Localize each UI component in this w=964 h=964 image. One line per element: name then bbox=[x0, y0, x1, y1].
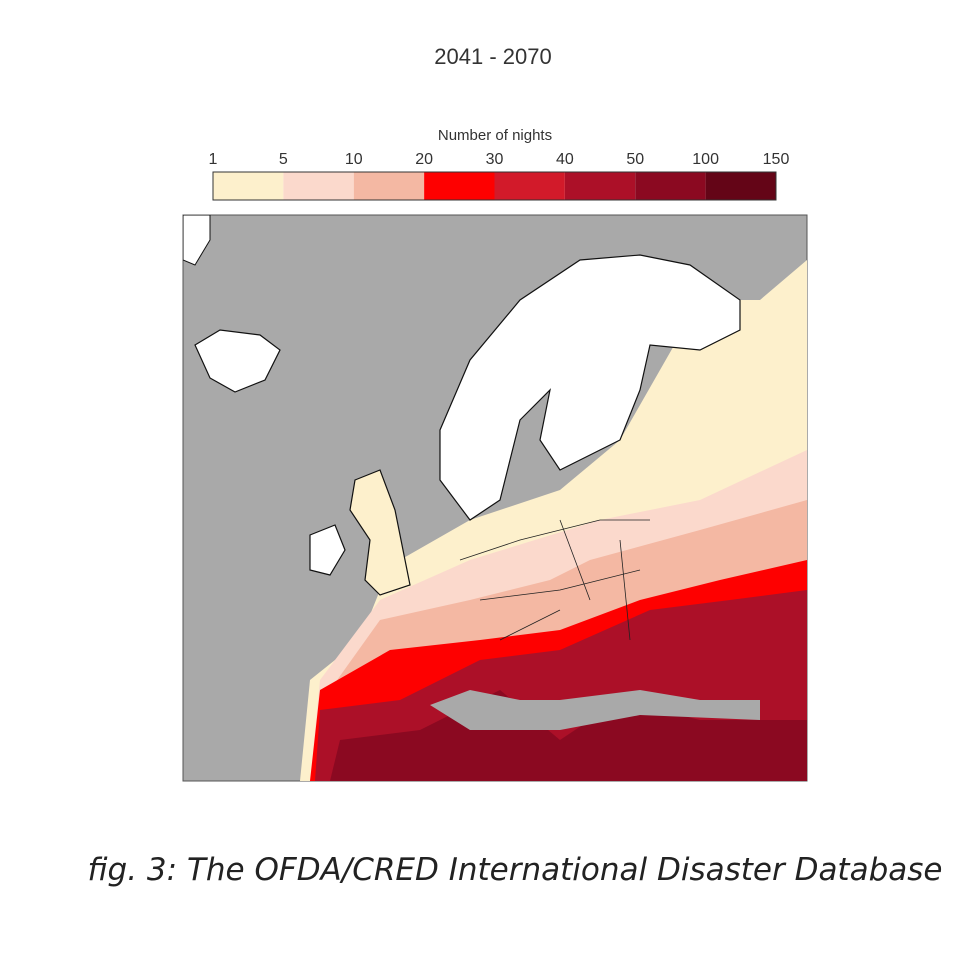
map-title: 2041 - 2070 bbox=[434, 44, 551, 69]
mediterranean bbox=[430, 690, 760, 730]
colorbar-tick-label: 1 bbox=[209, 151, 218, 168]
colorbar-tick-label: 20 bbox=[415, 151, 433, 168]
iceland bbox=[194, 329, 281, 393]
land-darker bbox=[330, 690, 807, 781]
map bbox=[182, 214, 808, 782]
colorbar-segment bbox=[353, 172, 425, 200]
colorbar-segment bbox=[705, 172, 776, 200]
colorbar-tick-label: 100 bbox=[692, 151, 719, 168]
colorbar-segment bbox=[494, 172, 565, 200]
greenland bbox=[183, 215, 211, 266]
colorbar-tick-label: 40 bbox=[556, 151, 574, 168]
legend-label: Number of nights bbox=[438, 127, 552, 144]
ireland bbox=[309, 524, 346, 576]
colorbar-tick-label: 10 bbox=[345, 151, 363, 168]
colorbar-tick-label: 5 bbox=[279, 151, 288, 168]
colorbar-tick-label: 150 bbox=[763, 151, 790, 168]
colorbar-frame bbox=[212, 171, 777, 201]
colorbar-segment bbox=[424, 172, 495, 200]
caption: fig. 3: The OFDA/CRED International Disa… bbox=[88, 852, 943, 888]
colorbar-tick-label: 30 bbox=[486, 151, 504, 168]
colorbar-segment bbox=[213, 172, 284, 200]
colorbar-segment bbox=[635, 172, 706, 200]
colorbar-segment bbox=[283, 172, 354, 200]
colorbar: 1 5 10 20 30 40 50 100 150 bbox=[209, 151, 790, 201]
great-britain bbox=[349, 469, 411, 596]
scandinavia bbox=[439, 254, 741, 521]
colorbar-tick-label: 50 bbox=[626, 151, 644, 168]
colorbar-segment bbox=[564, 172, 636, 200]
borders bbox=[459, 519, 650, 641]
